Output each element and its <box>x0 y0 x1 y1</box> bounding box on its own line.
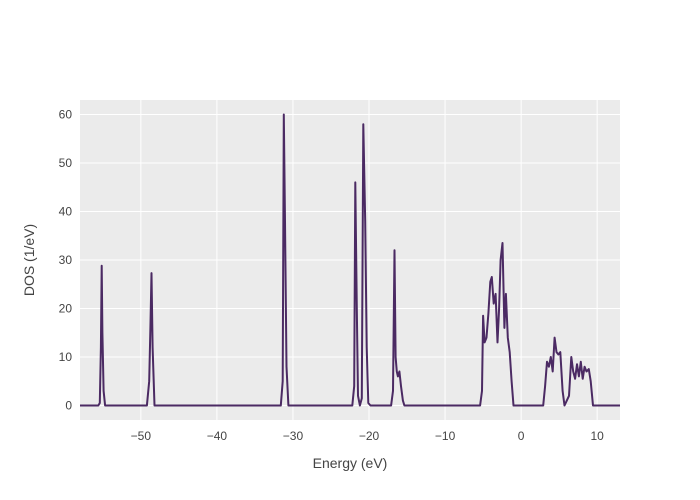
x-tick-label: −20 <box>359 429 380 443</box>
y-tick-label: 40 <box>59 205 73 219</box>
x-tick-label: −10 <box>435 429 456 443</box>
y-tick-label: 20 <box>59 301 73 315</box>
x-tick-label: 10 <box>591 429 605 443</box>
y-tick-labels: 0 10 20 30 40 50 60 <box>59 108 73 413</box>
y-tick-label: 60 <box>59 108 73 122</box>
y-tick-label: 30 <box>59 253 73 267</box>
series-line <box>80 113 620 407</box>
y-tick-label: 50 <box>59 156 73 170</box>
x-axis-title: Energy (eV) <box>313 455 388 471</box>
y-axis-title: DOS (1/eV) <box>21 224 37 296</box>
x-tick-label: 0 <box>518 429 525 443</box>
x-tick-label: −50 <box>131 429 152 443</box>
y-tick-label: 0 <box>65 398 72 412</box>
x-tick-labels: −50 −40 −30 −20 −10 0 10 <box>131 429 605 443</box>
y-tick-label: 10 <box>59 350 73 364</box>
x-tick-label: −30 <box>283 429 304 443</box>
x-tick-label: −40 <box>207 429 228 443</box>
